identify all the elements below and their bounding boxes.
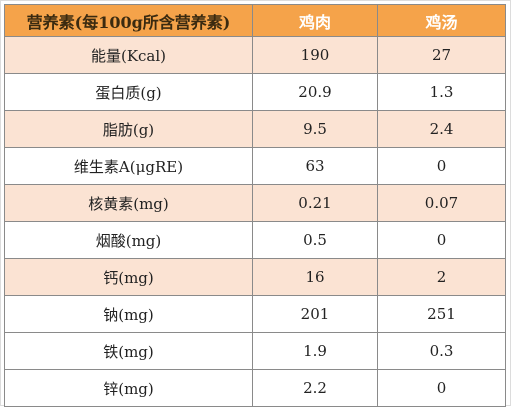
chicken-value: 20.9	[252, 73, 378, 111]
table-row: 脂肪(g) 9.5 2.4	[4, 110, 506, 148]
chicken-value: 0.5	[252, 221, 378, 259]
header-chicken: 鸡肉	[252, 4, 378, 37]
nutrient-name: 烟酸(mg)	[4, 221, 253, 259]
nutrient-name: 能量(Kcal)	[4, 36, 253, 74]
chicken-value: 0.21	[252, 184, 378, 222]
nutrient-name: 钠(mg)	[4, 295, 253, 333]
table-row: 维生素A(μgRE) 63 0	[4, 147, 506, 185]
nutrition-table: 营养素(每100g所含营养素) 鸡肉 鸡汤 能量(Kcal) 190 27 蛋白…	[4, 4, 506, 407]
table-row: 钠(mg) 201 251	[4, 295, 506, 333]
chicken-value: 63	[252, 147, 378, 185]
nutrient-name: 钙(mg)	[4, 258, 253, 296]
soup-value: 0	[377, 147, 506, 185]
table-header-row: 营养素(每100g所含营养素) 鸡肉 鸡汤	[4, 4, 506, 37]
soup-value: 0.07	[377, 184, 506, 222]
nutrient-name: 蛋白质(g)	[4, 73, 253, 111]
soup-value: 2.4	[377, 110, 506, 148]
nutrient-name: 锌(mg)	[4, 369, 253, 407]
chicken-value: 16	[252, 258, 378, 296]
soup-value: 0	[377, 221, 506, 259]
table-row: 烟酸(mg) 0.5 0	[4, 221, 506, 259]
soup-value: 251	[377, 295, 506, 333]
table-row: 能量(Kcal) 190 27	[4, 36, 506, 74]
soup-value: 2	[377, 258, 506, 296]
nutrient-name: 脂肪(g)	[4, 110, 253, 148]
table-row: 蛋白质(g) 20.9 1.3	[4, 73, 506, 111]
soup-value: 27	[377, 36, 506, 74]
nutrient-name: 铁(mg)	[4, 332, 253, 370]
nutrient-name: 维生素A(μgRE)	[4, 147, 253, 185]
soup-value: 1.3	[377, 73, 506, 111]
table-row: 铁(mg) 1.9 0.3	[4, 332, 506, 370]
chicken-value: 9.5	[252, 110, 378, 148]
soup-value: 0	[377, 369, 506, 407]
table-row: 核黄素(mg) 0.21 0.07	[4, 184, 506, 222]
soup-value: 0.3	[377, 332, 506, 370]
table-row: 钙(mg) 16 2	[4, 258, 506, 296]
header-nutrient: 营养素(每100g所含营养素)	[4, 4, 253, 37]
header-soup: 鸡汤	[377, 4, 506, 37]
nutrient-name: 核黄素(mg)	[4, 184, 253, 222]
chicken-value: 190	[252, 36, 378, 74]
table-row: 锌(mg) 2.2 0	[4, 369, 506, 407]
chicken-value: 201	[252, 295, 378, 333]
chicken-value: 2.2	[252, 369, 378, 407]
chicken-value: 1.9	[252, 332, 378, 370]
